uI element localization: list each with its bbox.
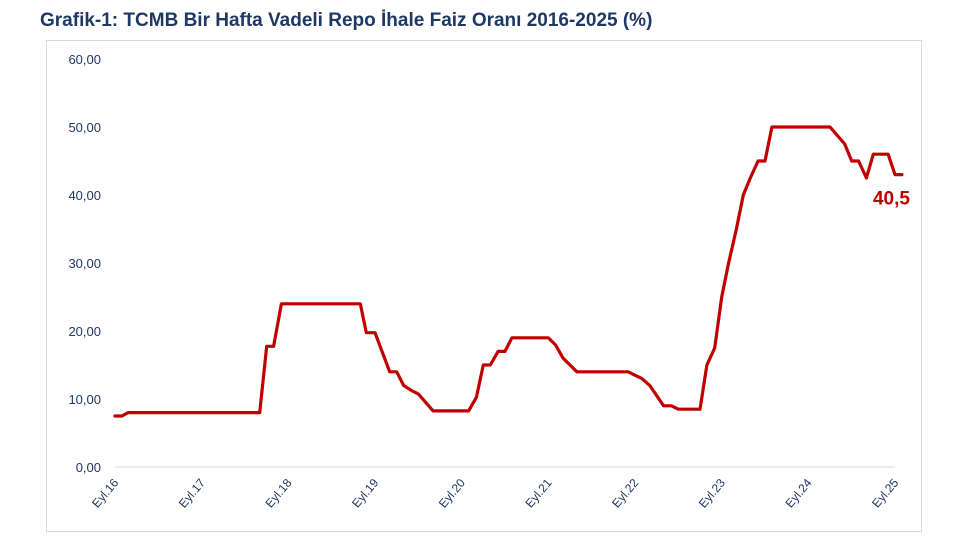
y-tick-label: 50,00 <box>68 120 101 135</box>
x-tick-label: Eyl.24 <box>782 476 814 511</box>
x-tick-label: Eyl.23 <box>696 476 728 511</box>
x-tick-label: Eyl.21 <box>522 476 554 511</box>
end-value-label: 40,5 <box>873 189 910 210</box>
x-tick-label: Eyl.16 <box>89 476 121 511</box>
y-tick-label: 20,00 <box>68 324 101 339</box>
x-tick-label: Eyl.22 <box>609 476 641 511</box>
y-tick-label: 40,00 <box>68 188 101 203</box>
y-tick-label: 10,00 <box>68 392 101 407</box>
y-tick-label: 30,00 <box>68 256 101 271</box>
chart-frame <box>46 40 922 532</box>
y-axis: 0,00 10,00 20,00 30,00 40,00 50,00 60,00 <box>68 52 101 475</box>
x-axis: Eyl.16 Eyl.17 Eyl.18 Eyl.19 Eyl.20 Eyl.21 Eyl.… <box>89 466 902 511</box>
x-tick-label: Eyl.18 <box>262 476 294 511</box>
y-tick-label: 60,00 <box>68 52 101 67</box>
x-tick-label: Eyl.25 <box>869 476 901 511</box>
x-tick-label: Eyl.20 <box>436 476 468 511</box>
x-tick-label: Eyl.19 <box>349 476 381 511</box>
y-tick-label: 0,00 <box>76 460 101 475</box>
x-tick-label: Eyl.17 <box>176 476 208 511</box>
series-line <box>113 125 904 418</box>
chart-title: Grafik-1: TCMB Bir Hafta Vadeli Repo İha… <box>40 10 653 31</box>
